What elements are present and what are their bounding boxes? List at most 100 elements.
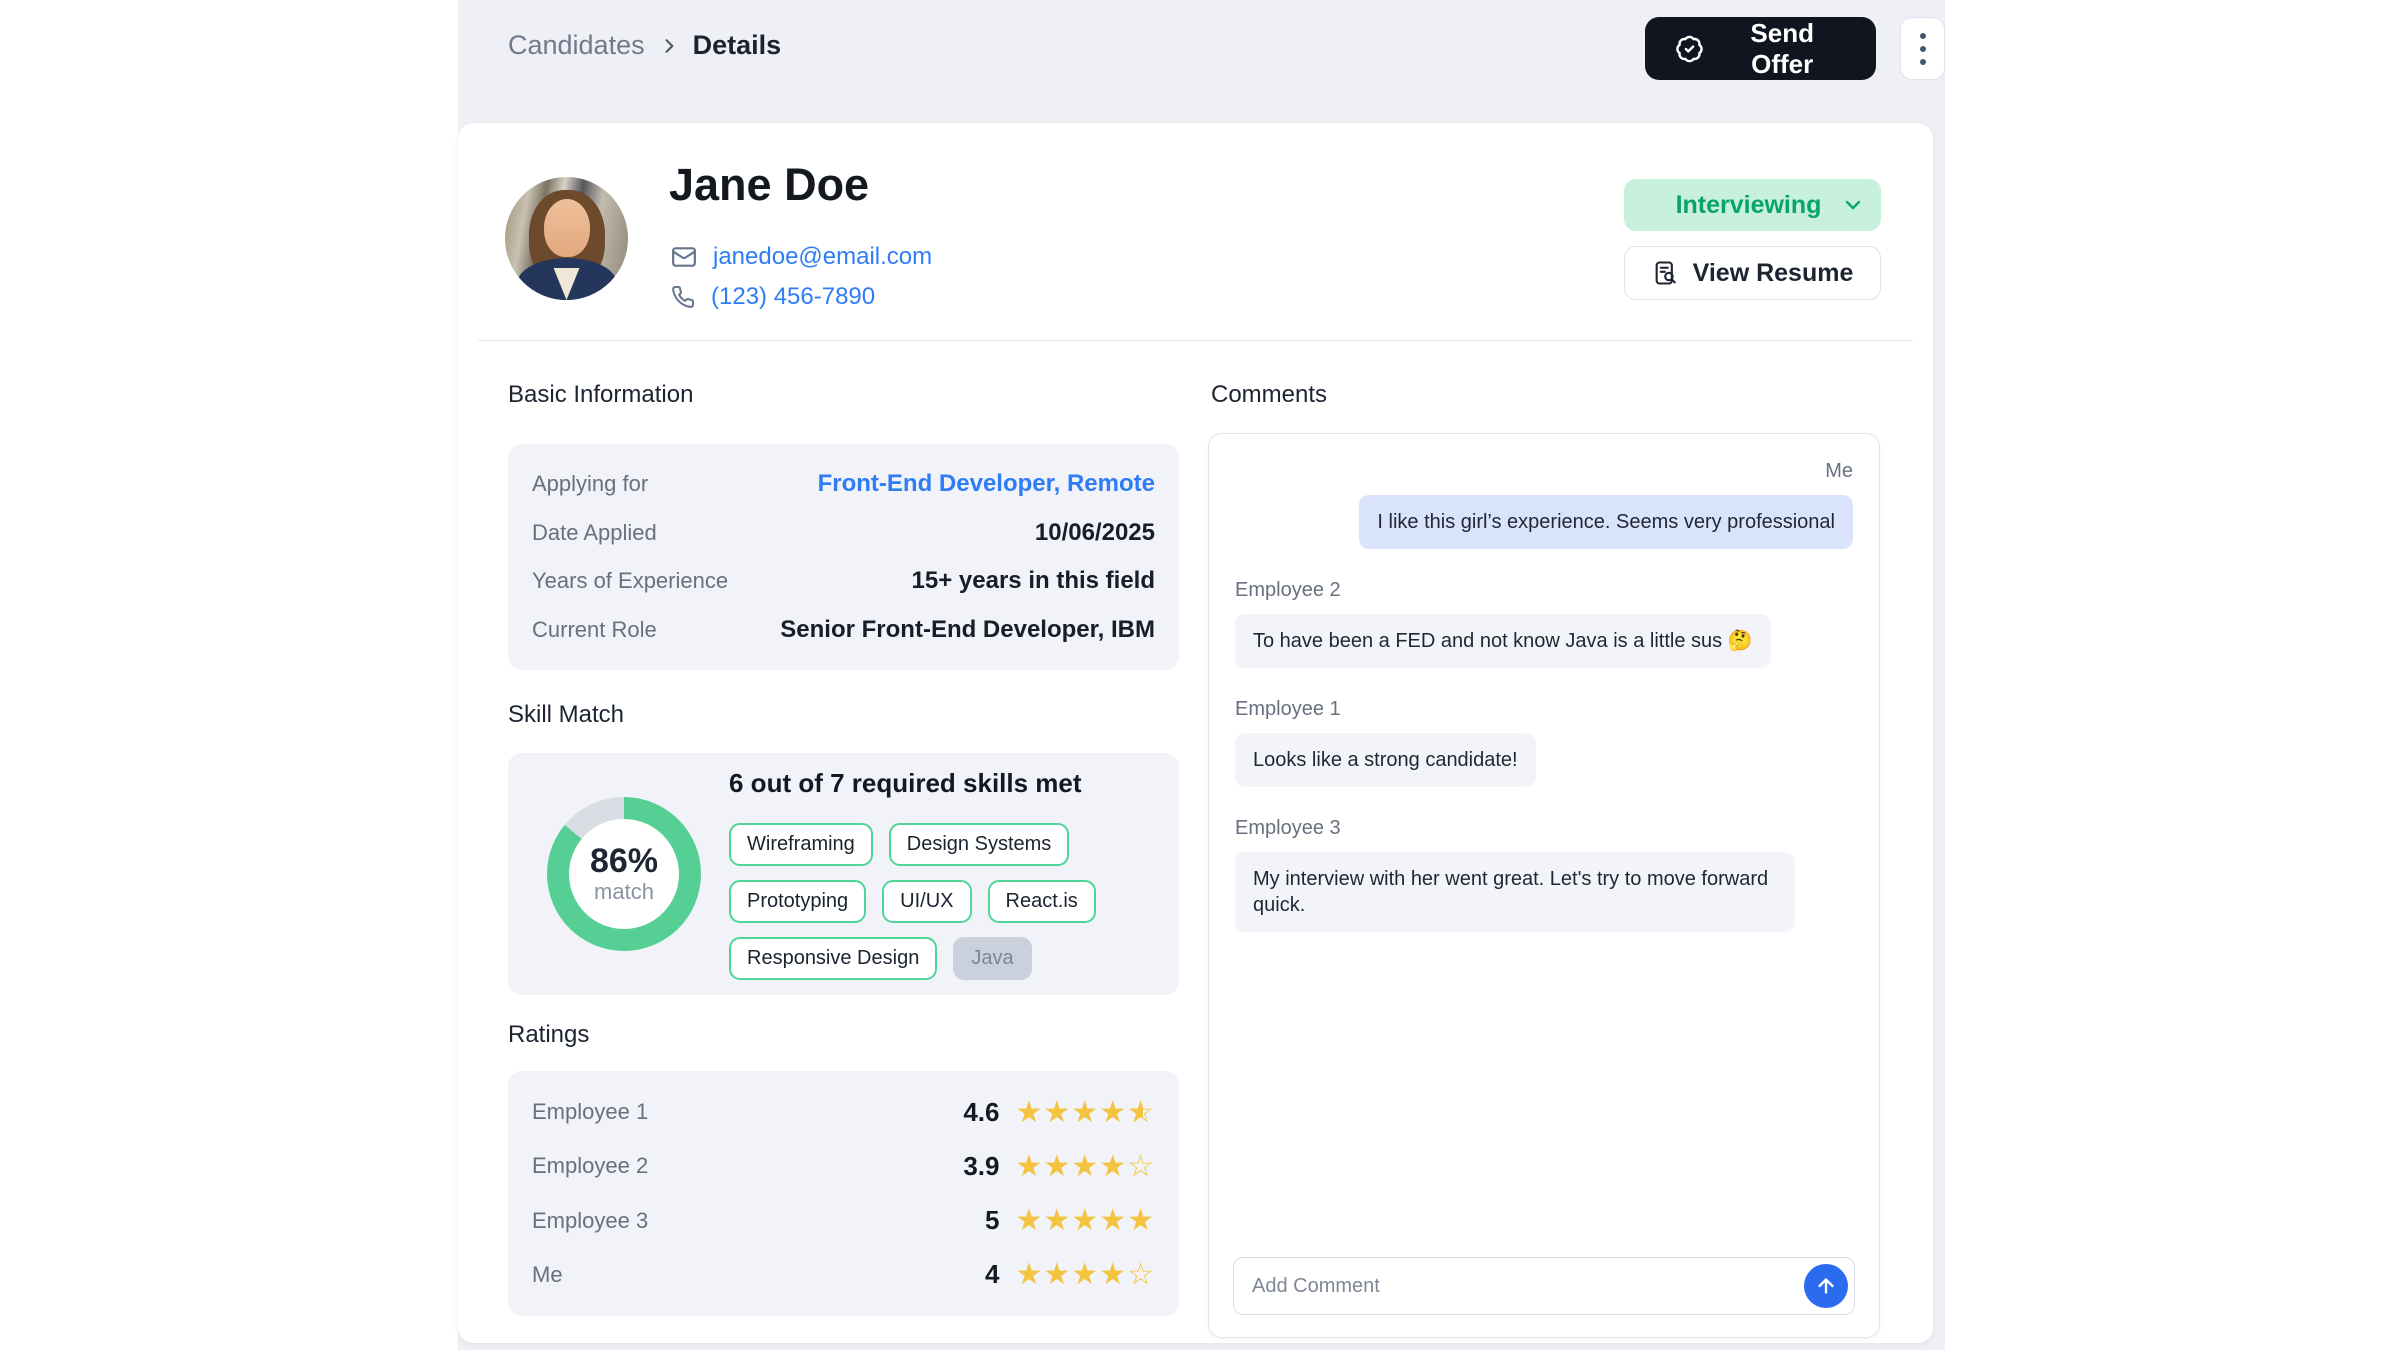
send-offer-label: Send Offer [1750, 17, 1814, 79]
comment-author: Employee 3 [1235, 817, 1341, 839]
info-row: Years of Experience 15+ years in this fie… [532, 567, 1155, 595]
rating-name: Employee 2 [532, 1153, 649, 1179]
info-label: Years of Experience [532, 568, 729, 594]
skill-donut-ring: 86% match [547, 797, 701, 951]
comment-message: Me I like this girl’s experience. Seems v… [1235, 460, 1853, 549]
skill-chip: Responsive Design [729, 937, 938, 980]
rating-right: 5 ★★★★★ [953, 1203, 1155, 1238]
star-rating: ★★★★☆ [1015, 1257, 1155, 1292]
phone-row: (123) 456-7890 [671, 281, 875, 313]
star-half-icon: ☆ ★ [1127, 1095, 1155, 1129]
comment-bubble: To have been a FED and not know Java is … [1235, 614, 1771, 668]
skill-match-card: 86% match 6 out of 7 required skills met… [508, 753, 1179, 995]
phone-icon [672, 286, 695, 308]
more-options-button[interactable] [1900, 17, 1945, 80]
info-value[interactable]: Front-End Developer, Remote [817, 470, 1155, 498]
comment-message: Employee 1 Looks like a strong candidate! [1235, 698, 1853, 787]
star-icon: ★ [1071, 1095, 1100, 1129]
star-outline-icon: ☆ [1127, 1258, 1155, 1292]
info-row: Current Role Senior Front-End Developer, … [532, 616, 1155, 644]
candidate-card: Jane Doe janedoe@email.com (123) 456-789… [458, 123, 1933, 1343]
skill-chip: Design Systems [888, 823, 1070, 866]
basic-info-heading: Basic Information [508, 381, 694, 408]
arrow-up-icon [1818, 1278, 1834, 1294]
comments-heading: Comments [1211, 381, 1328, 408]
comment-author: Employee 2 [1235, 579, 1341, 601]
status-dropdown[interactable]: Interviewing [1624, 179, 1881, 231]
star-icon: ★ [1043, 1204, 1072, 1238]
skill-chips: Wireframing Design Systems Prototyping UI/U… [729, 823, 1169, 980]
comment-bubble: Looks like a strong candidate! [1235, 733, 1536, 787]
rating-right: 4.6 ★★★★☆ ★ [953, 1095, 1155, 1130]
basic-info-card: Applying for Front-End Developer, Remote D… [508, 444, 1179, 670]
ratings-heading: Ratings [508, 1021, 590, 1048]
rating-row: Employee 2 3.9 ★★★★☆ [532, 1149, 1155, 1184]
view-resume-label: View Resume [1692, 258, 1854, 287]
rating-name: Me [532, 1261, 563, 1287]
comment-bubble: I like this girl’s experience. Seems ver… [1359, 495, 1853, 549]
rating-row: Employee 1 4.6 ★★★★☆ ★ [532, 1095, 1155, 1130]
star-icon: ★ [1127, 1204, 1155, 1238]
skill-chip: Prototyping [729, 880, 867, 923]
rating-name: Employee 3 [532, 1207, 649, 1233]
send-comment-button[interactable] [1804, 1264, 1848, 1308]
star-icon: ★ [1099, 1258, 1128, 1292]
info-value: 10/06/2025 [1034, 518, 1155, 546]
skill-chip: React.is [987, 880, 1096, 923]
candidate-name: Jane Doe [669, 159, 870, 210]
comment-bar [1233, 1257, 1855, 1315]
star-rating: ★★★★★ [1015, 1203, 1155, 1238]
skill-chip: Java [953, 937, 1032, 980]
send-offer-button[interactable]: Send Offer [1645, 17, 1877, 80]
skills-met-headline: 6 out of 7 required skills met [729, 768, 1082, 798]
rating-value: 5 [985, 1205, 1000, 1236]
star-icon: ★ [1071, 1258, 1100, 1292]
star-icon: ★ [1099, 1095, 1128, 1129]
rating-right: 4 ★★★★☆ [953, 1257, 1155, 1292]
skill-summary: 6 out of 7 required skills met Wireframi… [729, 768, 1179, 980]
star-icon: ★ [1071, 1149, 1100, 1183]
mail-icon [672, 247, 696, 267]
ratings-card: Employee 1 4.6 ★★★★☆ ★ Employee 2 3.9 ★★★★☆ Emp… [508, 1071, 1179, 1316]
status-label: Interviewing [1675, 190, 1822, 219]
star-icon: ★ [1099, 1204, 1128, 1238]
badge-check-icon [1676, 35, 1703, 62]
star-icon: ★ [1043, 1258, 1072, 1292]
content-column: Candidates Details Send Offer Jane Doe j… [458, 0, 1945, 1350]
info-row: Applying for Front-End Developer, Remote [532, 470, 1155, 498]
rating-name: Employee 1 [532, 1099, 649, 1125]
star-icon: ★ [1015, 1149, 1044, 1183]
skill-match-heading: Skill Match [508, 701, 625, 728]
file-search-icon [1655, 261, 1676, 285]
info-row: Date Applied 10/06/2025 [532, 519, 1155, 547]
skill-chip: UI/UX [882, 880, 972, 923]
rating-row: Employee 3 5 ★★★★★ [532, 1203, 1155, 1238]
match-percent: 86% [589, 842, 659, 880]
breadcrumb-candidates[interactable]: Candidates [508, 30, 645, 60]
add-comment-input[interactable] [1233, 1257, 1855, 1315]
star-icon: ★ [1015, 1204, 1044, 1238]
comment-message: Employee 2 To have been a FED and not kno… [1235, 579, 1853, 668]
star-icon: ★ [1043, 1149, 1072, 1183]
rating-right: 3.9 ★★★★☆ [953, 1149, 1155, 1184]
view-resume-button[interactable]: View Resume [1624, 246, 1881, 300]
rating-value: 4 [985, 1259, 1000, 1290]
candidate-phone[interactable]: (123) 456-7890 [711, 283, 876, 310]
kebab-icon [1919, 32, 1926, 65]
info-value: Senior Front-End Developer, IBM [780, 615, 1155, 643]
comment-thread: Me I like this girl’s experience. Seems v… [1235, 460, 1853, 932]
skill-donut-center: 86% match [569, 819, 679, 929]
candidate-email[interactable]: janedoe@email.com [713, 243, 933, 270]
comment-bubble: My interview with her went great. Let's … [1235, 852, 1795, 932]
star-icon: ★ [1015, 1095, 1044, 1129]
breadcrumb: Candidates Details [508, 30, 781, 61]
breadcrumb-details: Details [692, 30, 782, 60]
topbar-actions: Send Offer [1645, 17, 1945, 80]
comment-author: Me [1825, 460, 1853, 482]
info-label: Current Role [532, 616, 657, 642]
comment-author: Employee 1 [1235, 698, 1341, 720]
star-rating: ★★★★☆ ★ [1015, 1095, 1155, 1130]
star-icon: ★ [1015, 1258, 1044, 1292]
info-value: 15+ years in this field [911, 567, 1155, 595]
